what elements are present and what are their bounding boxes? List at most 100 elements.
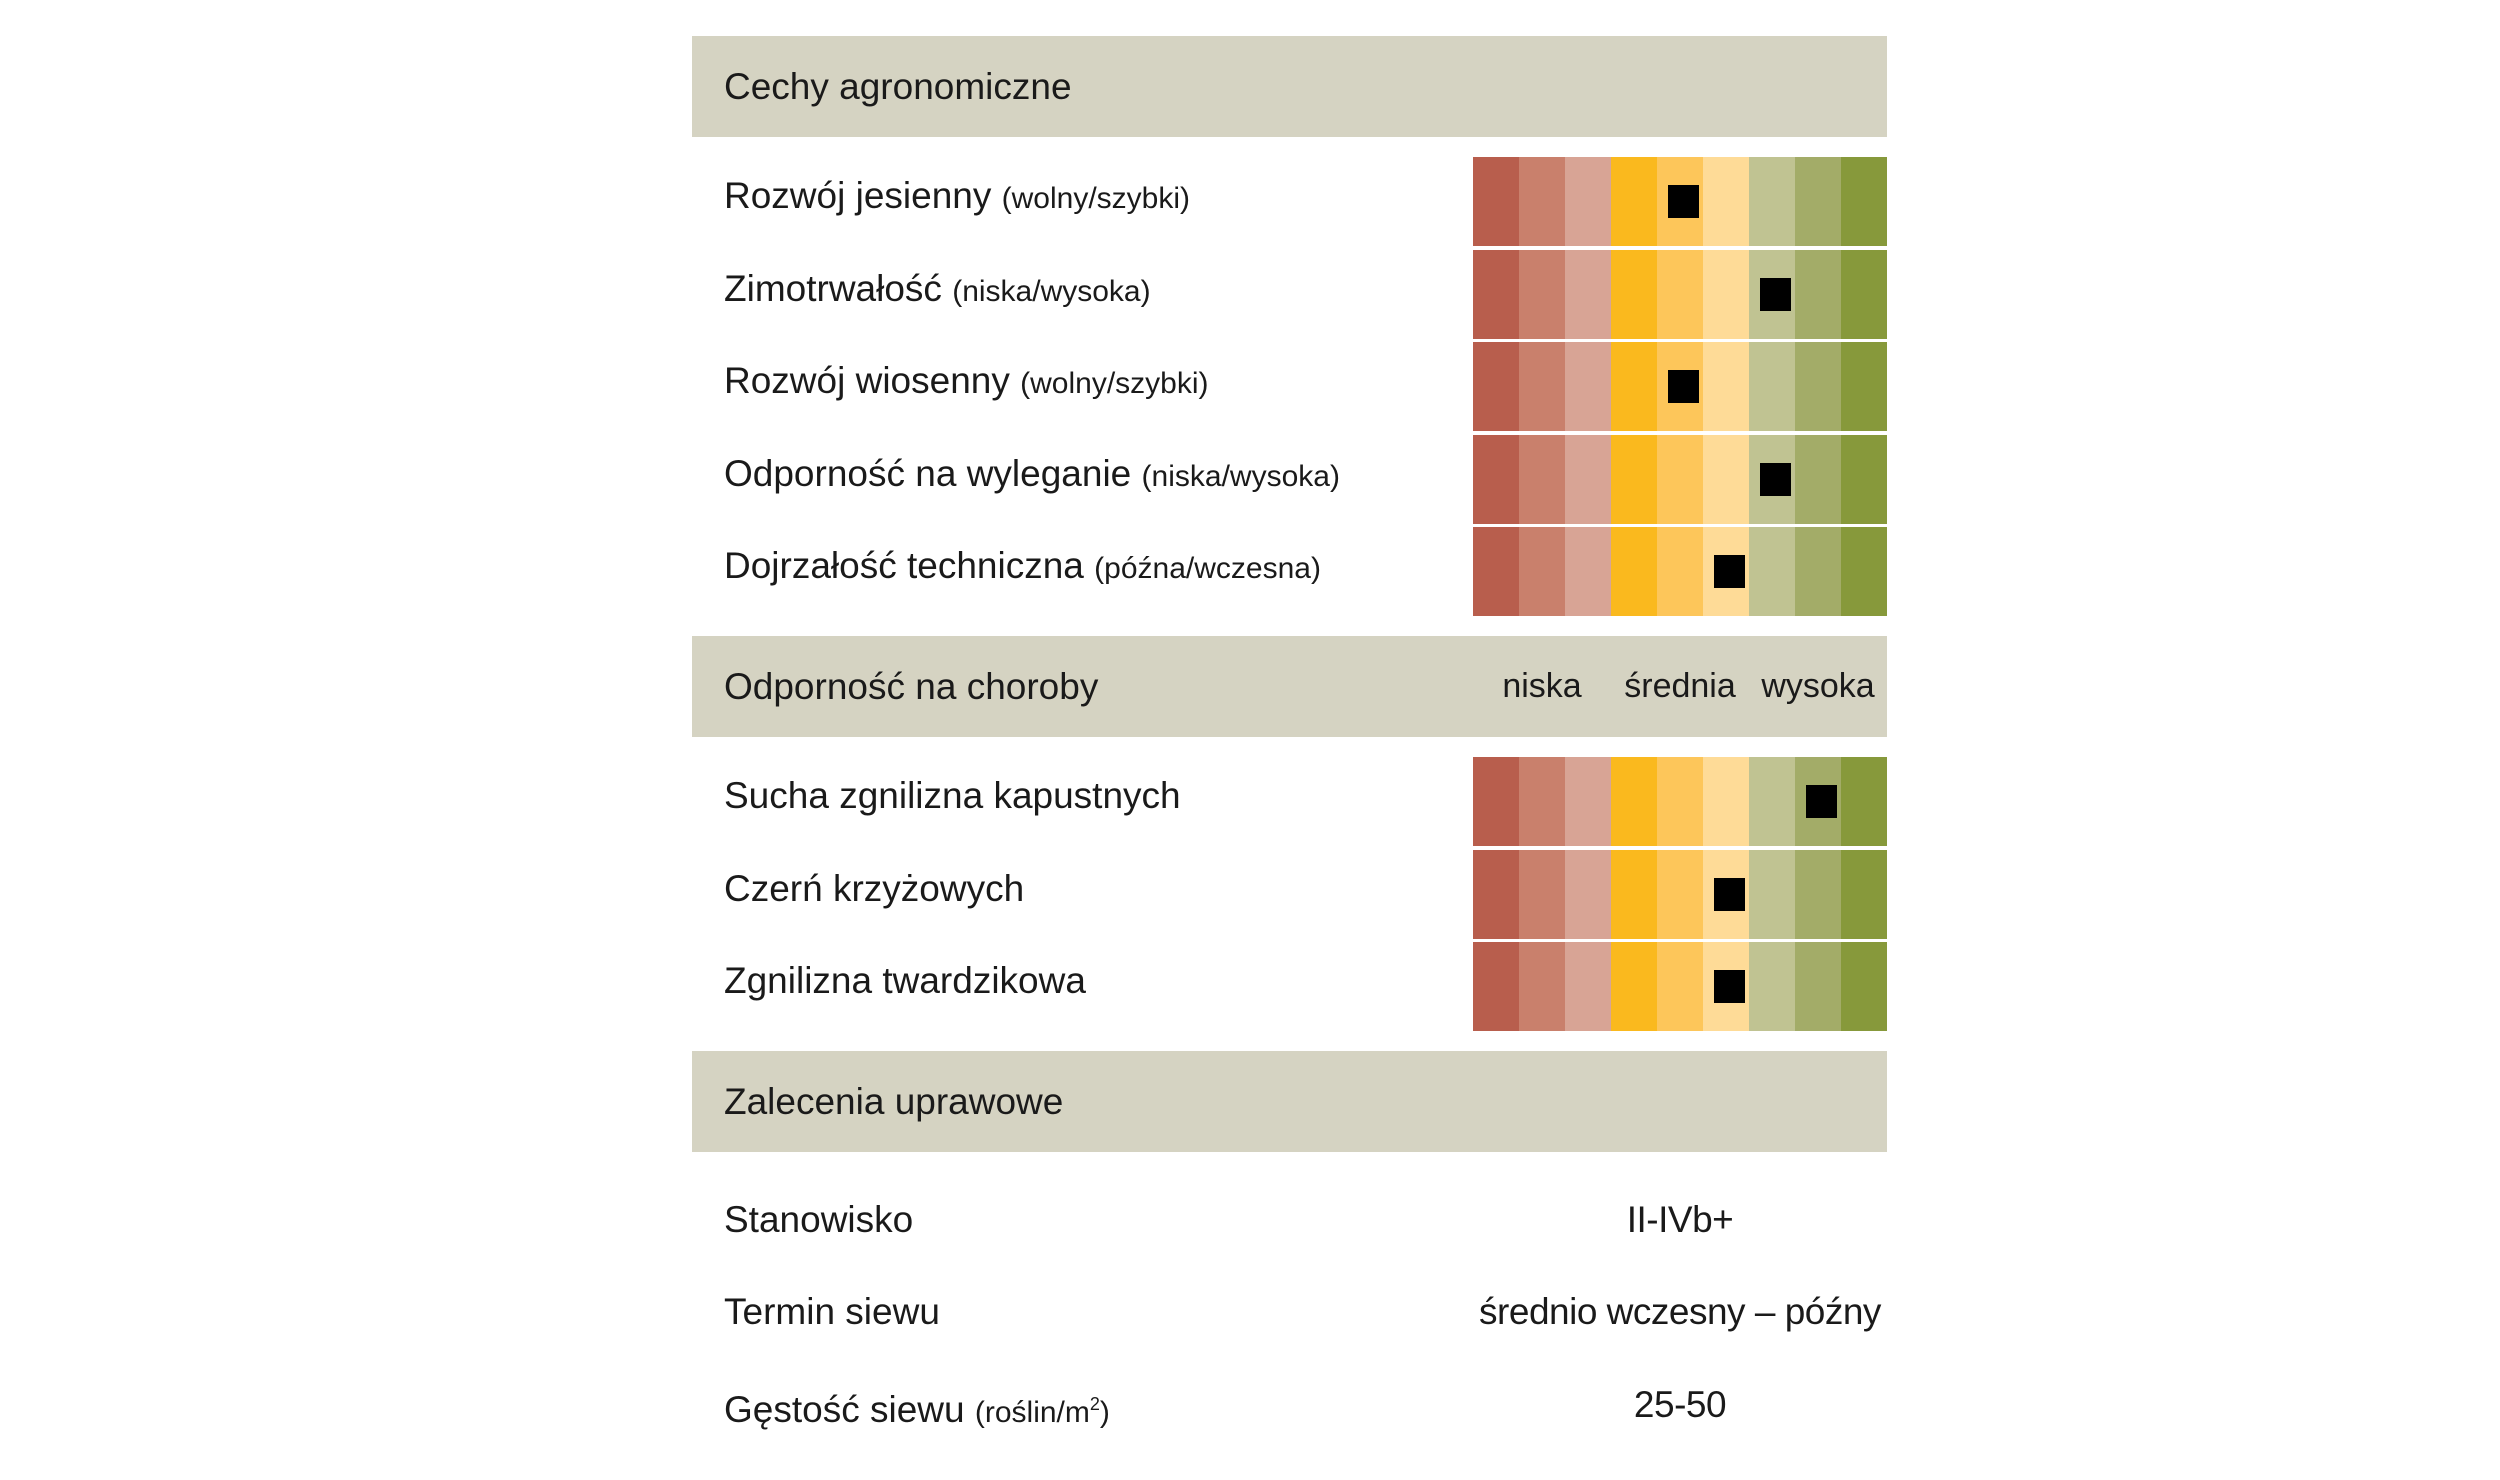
rating-marker <box>1714 970 1745 1003</box>
row-label: Zimotrwałość (niska/wysoka) <box>724 268 1151 309</box>
scale-cell <box>1795 157 1841 246</box>
section-title-disease: Odporność na choroby <box>724 666 1099 707</box>
scale-cell <box>1565 342 1611 431</box>
scale-cell <box>1841 435 1887 524</box>
scale-cell <box>1519 757 1565 846</box>
scale-cell <box>1473 527 1519 616</box>
scale-cell <box>1703 527 1749 616</box>
row-label: Sucha zgnilizna kapustnych <box>724 775 1181 816</box>
scale-cell <box>1611 157 1657 246</box>
rating-marker <box>1668 370 1699 403</box>
row-label: Zgnilizna twardzikowa <box>724 960 1086 1001</box>
scale-cell <box>1611 757 1657 846</box>
scale-cell <box>1519 942 1565 1031</box>
scale-cell <box>1749 757 1795 846</box>
rating-scale <box>1473 250 1887 339</box>
scale-cell <box>1473 435 1519 524</box>
scale-cell <box>1657 527 1703 616</box>
rating-scale <box>1473 850 1887 939</box>
scale-cell <box>1657 850 1703 939</box>
scale-cell <box>1519 850 1565 939</box>
scale-cell <box>1565 850 1611 939</box>
scale-cell <box>1519 157 1565 246</box>
rating-scale <box>1473 527 1887 616</box>
scale-cell <box>1519 435 1565 524</box>
scale-cell <box>1473 250 1519 339</box>
scale-cell <box>1703 250 1749 339</box>
section-header-agronomic: Cechy agronomiczne <box>692 36 1887 137</box>
scale-cell <box>1841 250 1887 339</box>
scale-cell <box>1703 435 1749 524</box>
scale-cell <box>1841 850 1887 939</box>
scale-cell <box>1841 342 1887 431</box>
scale-cell <box>1611 250 1657 339</box>
scale-cell <box>1841 157 1887 246</box>
rating-marker <box>1760 463 1791 496</box>
row-label: Dojrzałość techniczna (późna/wczesna) <box>724 545 1321 586</box>
scale-cell <box>1703 757 1749 846</box>
scale-cell <box>1519 527 1565 616</box>
rating-marker <box>1668 185 1699 218</box>
rating-marker <box>1714 878 1745 911</box>
section-title-recommendations: Zalecenia uprawowe <box>724 1081 1064 1122</box>
section-title-agronomic: Cechy agronomiczne <box>724 66 1072 107</box>
scale-cell <box>1519 250 1565 339</box>
scale-cell <box>1565 527 1611 616</box>
scale-cell <box>1657 757 1703 846</box>
scale-cell <box>1565 435 1611 524</box>
recommendation-value: II-IVb+ <box>1626 1199 1734 1240</box>
scale-cell <box>1657 435 1703 524</box>
row-label: Odporność na wyleganie (niska/wysoka) <box>724 453 1340 494</box>
scale-label-high: wysoka <box>1761 667 1875 705</box>
scale-cell <box>1611 435 1657 524</box>
recommendation-label: Termin siewu <box>724 1291 940 1332</box>
section-header-recommendations: Zalecenia uprawowe <box>692 1051 1887 1152</box>
scale-label-low: niska <box>1502 667 1582 705</box>
row-label: Rozwój jesienny (wolny/szybki) <box>724 175 1191 216</box>
scale-cell <box>1841 527 1887 616</box>
scale-cell <box>1703 850 1749 939</box>
scale-cell <box>1703 942 1749 1031</box>
scale-cell <box>1749 342 1795 431</box>
scale-cell <box>1565 942 1611 1031</box>
rating-marker <box>1806 785 1837 818</box>
scale-cell <box>1795 250 1841 339</box>
scale-cell <box>1565 250 1611 339</box>
scale-cell <box>1749 850 1795 939</box>
rating-scale <box>1473 942 1887 1031</box>
scale-cell <box>1657 157 1703 246</box>
scale-cell <box>1611 527 1657 616</box>
scale-cell <box>1841 942 1887 1031</box>
scale-cell <box>1565 757 1611 846</box>
scale-cell <box>1611 850 1657 939</box>
scale-cell <box>1795 435 1841 524</box>
rating-marker <box>1760 278 1791 311</box>
rating-scale <box>1473 342 1887 431</box>
recommendation-value: średnio wczesny – późny <box>1479 1291 1881 1332</box>
section-header-disease: Odporność na choroby niska średnia wysok… <box>692 636 1887 737</box>
scale-cell <box>1473 850 1519 939</box>
recommendation-value: 25-50 <box>1633 1384 1727 1425</box>
scale-cell <box>1657 250 1703 339</box>
rating-scale <box>1473 757 1887 846</box>
row-label: Czerń krzyżowych <box>724 868 1025 909</box>
row-label: Rozwój wiosenny (wolny/szybki) <box>724 360 1209 401</box>
rating-scale <box>1473 157 1887 246</box>
scale-cell <box>1795 942 1841 1031</box>
recommendation-label: Gęstość siewu (roślin/m2) <box>724 1389 1110 1430</box>
scale-cell <box>1657 942 1703 1031</box>
scale-cell <box>1565 157 1611 246</box>
scale-cell <box>1473 942 1519 1031</box>
scale-cell <box>1841 757 1887 846</box>
scale-cell <box>1749 435 1795 524</box>
scale-cell <box>1611 942 1657 1031</box>
scale-cell <box>1795 342 1841 431</box>
rating-marker <box>1714 555 1745 588</box>
scale-cell <box>1703 342 1749 431</box>
scale-cell <box>1703 157 1749 246</box>
scale-cell <box>1519 342 1565 431</box>
scale-cell <box>1749 157 1795 246</box>
recommendation-label: Stanowisko <box>724 1199 914 1240</box>
scale-cell <box>1657 342 1703 431</box>
scale-label-mid: średnia <box>1624 667 1736 705</box>
